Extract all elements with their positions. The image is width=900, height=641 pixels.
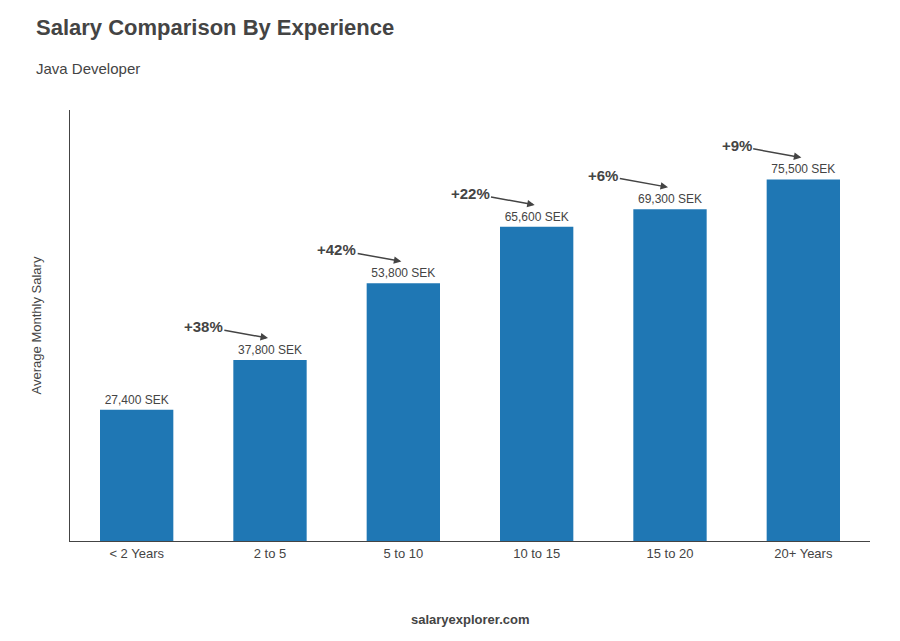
svg-text:37,800 SEK: 37,800 SEK [238, 343, 302, 357]
svg-text:+22%: +22% [451, 185, 490, 202]
svg-text:+9%: +9% [722, 137, 752, 154]
svg-text:Salary Comparison By Experienc: Salary Comparison By Experience [36, 15, 394, 40]
svg-text:+38%: +38% [184, 318, 223, 335]
svg-text:75,500 SEK: 75,500 SEK [771, 162, 835, 176]
svg-text:53,800 SEK: 53,800 SEK [371, 266, 435, 280]
svg-text:20+ Years: 20+ Years [774, 546, 833, 561]
svg-text:10 to 15: 10 to 15 [513, 546, 560, 561]
svg-text:65,600 SEK: 65,600 SEK [505, 210, 569, 224]
svg-text:+42%: +42% [317, 241, 356, 258]
svg-text:Java Developer: Java Developer [36, 60, 140, 77]
svg-text:69,300 SEK: 69,300 SEK [638, 192, 702, 206]
svg-text:< 2 Years: < 2 Years [109, 546, 164, 561]
svg-text:5 to 10: 5 to 10 [383, 546, 423, 561]
svg-text:salaryexplorer.com: salaryexplorer.com [411, 612, 530, 627]
svg-text:+6%: +6% [588, 167, 618, 184]
svg-text:27,400 SEK: 27,400 SEK [105, 393, 169, 407]
svg-text:15 to 20: 15 to 20 [647, 546, 694, 561]
svg-text:2 to 5: 2 to 5 [254, 546, 287, 561]
svg-text:Average Monthly Salary: Average Monthly Salary [29, 256, 44, 394]
